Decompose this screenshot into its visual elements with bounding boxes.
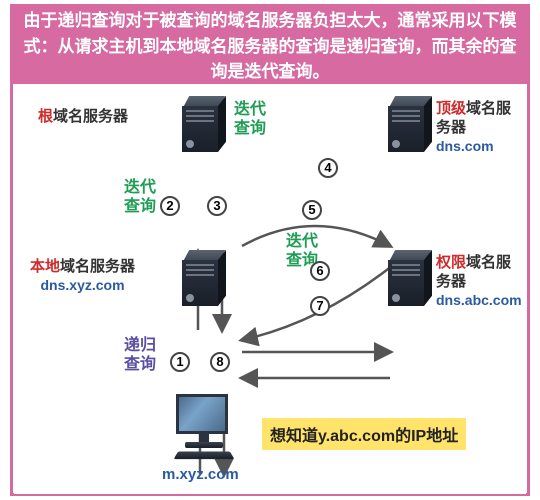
step-7: 7 bbox=[310, 296, 330, 316]
root-label: 根域名服务器 bbox=[38, 108, 128, 127]
tld-dns-server bbox=[388, 96, 432, 152]
query-note: 想知道y.abc.com的IP地址 bbox=[262, 418, 466, 450]
local-label: 本地域名服务器 dns.xyz.com bbox=[30, 258, 135, 294]
step-2: 2 bbox=[160, 196, 180, 216]
step-8: 8 bbox=[210, 352, 230, 372]
step-3: 3 bbox=[207, 196, 227, 216]
root-dns-server bbox=[182, 96, 226, 152]
client-host bbox=[176, 394, 232, 460]
tld-label: 顶级域名服务器 dns.com bbox=[436, 100, 526, 155]
step-4: 4 bbox=[318, 158, 338, 178]
step-6: 6 bbox=[310, 261, 330, 281]
recursive-label: 递归查询 bbox=[124, 336, 156, 374]
auth-dns-server bbox=[388, 250, 432, 306]
step-1: 1 bbox=[170, 352, 190, 372]
host-label: m.xyz.com bbox=[162, 466, 239, 485]
header-text: 由于递归查询对于被查询的域名服务器负担太大，通常采用以下模式：从请求主机到本地域… bbox=[24, 11, 517, 81]
header-banner: 由于递归查询对于被查询的域名服务器负担太大，通常采用以下模式：从请求主机到本地域… bbox=[12, 6, 528, 84]
iterative-label-1: 迭代查询 bbox=[234, 100, 266, 138]
auth-label: 权限域名服务器 dns.abc.com bbox=[436, 254, 526, 309]
iterative-label-2: 迭代查询 bbox=[124, 178, 156, 216]
dns-diagram: 根域名服务器 顶级域名服务器 dns.com 本地域名服务器 dns.xyz.c… bbox=[14, 86, 526, 494]
step-5: 5 bbox=[302, 200, 322, 220]
local-dns-server bbox=[182, 250, 226, 306]
